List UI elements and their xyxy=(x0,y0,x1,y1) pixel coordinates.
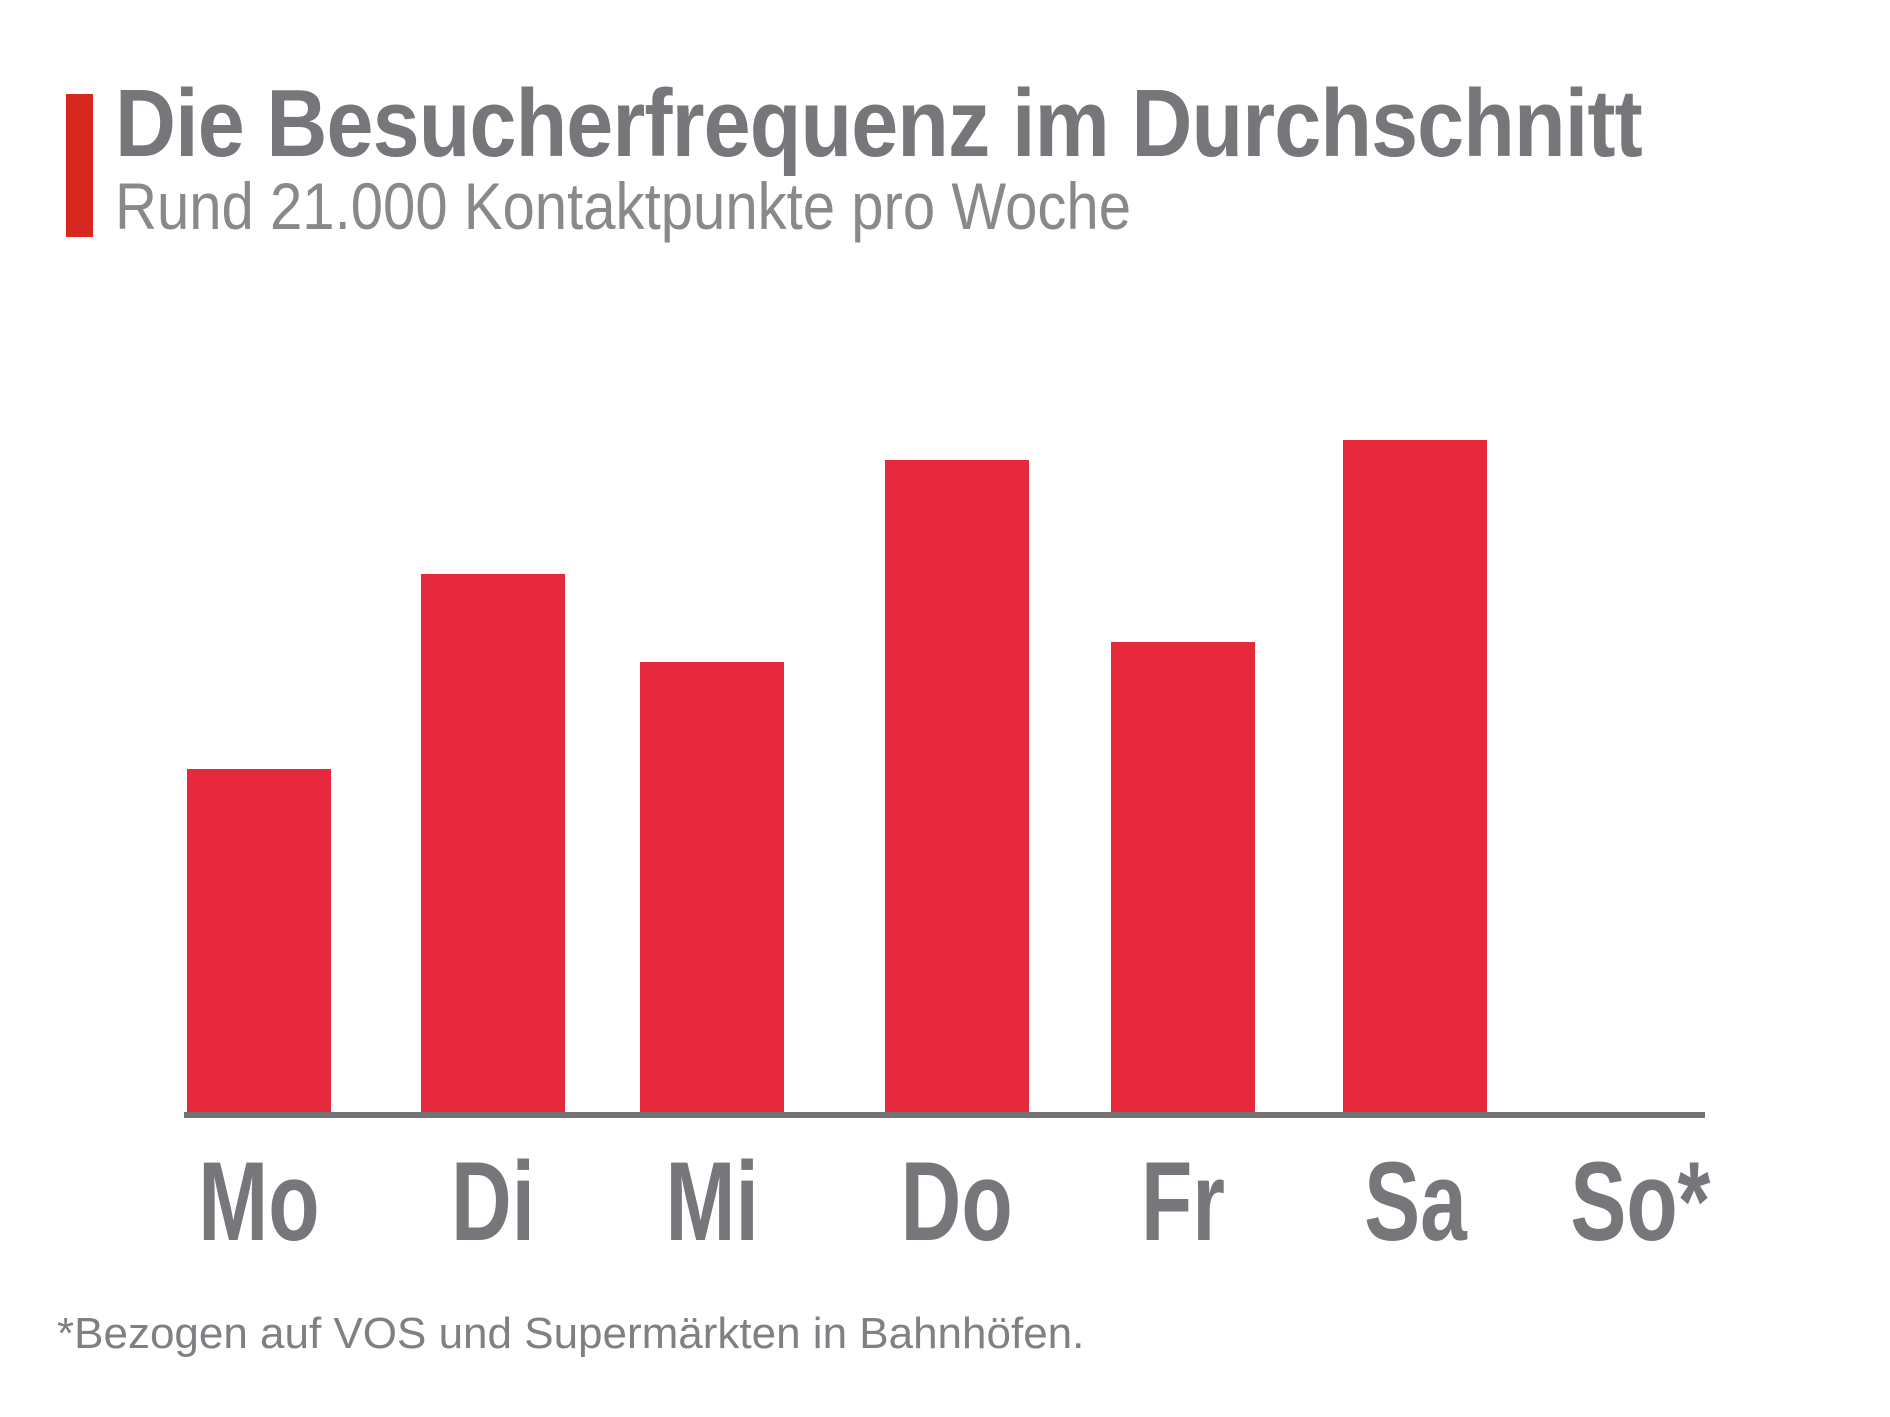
bar-di xyxy=(421,574,565,1112)
chart-title: Die Besucherfrequenz im Durchschnitt xyxy=(115,70,1643,177)
x-axis-line xyxy=(184,1112,1705,1118)
x-axis-label-do: Do xyxy=(901,1139,1013,1264)
title-accent-bar xyxy=(66,94,93,237)
footnote: *Bezogen auf VOS und Supermärkten in Bah… xyxy=(57,1309,1085,1358)
bar-mi xyxy=(640,662,784,1112)
bar-sa xyxy=(1343,440,1487,1112)
x-axis-label-so: So* xyxy=(1569,1139,1711,1264)
chart-subtitle: Rund 21.000 Kontaktpunkte pro Woche xyxy=(115,169,1132,243)
bar-do xyxy=(885,460,1029,1112)
bar-mo xyxy=(187,769,331,1112)
x-axis-label-mi: Mi xyxy=(665,1139,759,1264)
x-axis-label-mo: Mo xyxy=(198,1139,320,1264)
x-axis-label-di: Di xyxy=(451,1139,535,1264)
x-axis-label-fr: Fr xyxy=(1141,1139,1225,1264)
x-axis-label-sa: Sa xyxy=(1363,1139,1467,1264)
bar-fr xyxy=(1111,642,1255,1112)
